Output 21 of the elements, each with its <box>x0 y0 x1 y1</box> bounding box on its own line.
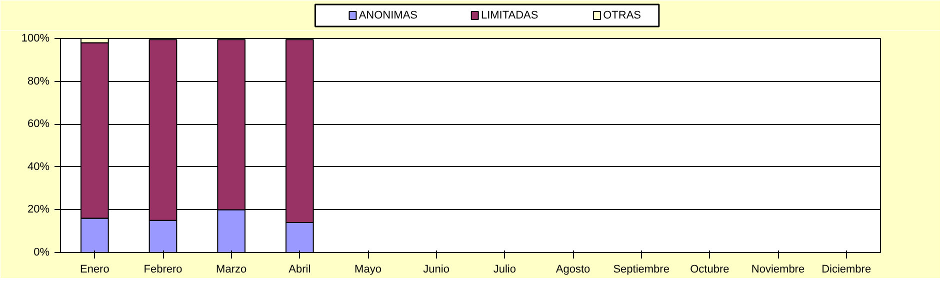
x-tick-label: Abril <box>288 264 311 276</box>
legend-label: LIMITADAS <box>480 10 538 22</box>
x-tick-label: Enero <box>80 264 110 276</box>
y-tick-label: 0% <box>34 246 50 258</box>
x-tick-label: Febrero <box>144 264 182 276</box>
legend-label: ANONIMAS <box>358 10 418 22</box>
legend-label: OTRAS <box>603 10 641 22</box>
x-tick-label: Octubre <box>690 264 730 276</box>
x-tick-label: Agosto <box>556 264 590 276</box>
y-tick-label: 40% <box>27 160 50 173</box>
x-tick-label: Septiembre <box>613 264 670 276</box>
x-tick-label: Julio <box>493 264 516 276</box>
x-tick-label: Junio <box>423 264 450 276</box>
y-tick-label: 100% <box>21 32 50 44</box>
x-tick-label: Mayo <box>354 264 382 276</box>
y-tick-label: 60% <box>27 118 50 130</box>
x-tick-label: Diciembre <box>822 264 872 276</box>
y-tick-label: 80% <box>27 75 50 88</box>
x-tick-label: Noviembre <box>751 264 805 276</box>
y-tick-label: 20% <box>27 204 50 216</box>
x-tick-label: Marzo <box>216 264 247 276</box>
